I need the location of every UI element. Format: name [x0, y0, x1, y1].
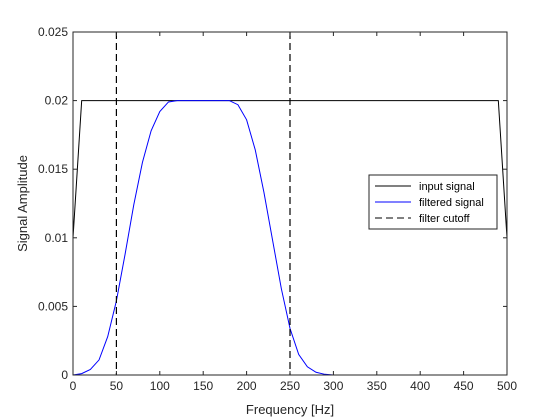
x-tick-label: 400 — [410, 379, 430, 393]
x-axis-label: Frequency [Hz] — [246, 402, 334, 417]
y-tick-label: 0 — [61, 368, 68, 382]
y-axis-ticks: 0 0.005 0.01 0.015 0.02 0.025 — [38, 25, 507, 382]
x-tick-label: 0 — [70, 379, 77, 393]
y-tick-label: 0.02 — [45, 94, 69, 108]
y-tick-label: 0.005 — [38, 299, 68, 313]
x-tick-label: 150 — [193, 379, 213, 393]
legend-label: filter cutoff — [419, 213, 470, 225]
x-tick-label: 450 — [454, 379, 474, 393]
x-axis-ticks: 0 50 100 150 200 250 300 350 400 450 500 — [70, 32, 517, 393]
legend-label: input signal — [419, 181, 475, 193]
y-tick-label: 0.025 — [38, 25, 68, 39]
x-tick-label: 500 — [497, 379, 517, 393]
x-tick-label: 50 — [110, 379, 124, 393]
y-axis-label: Signal Amplitude — [15, 155, 30, 252]
y-tick-label: 0.01 — [45, 231, 69, 245]
x-tick-label: 200 — [237, 379, 257, 393]
x-tick-label: 300 — [323, 379, 343, 393]
legend-label: filtered signal — [419, 197, 484, 209]
y-tick-label: 0.015 — [38, 162, 68, 176]
x-tick-label: 100 — [150, 379, 170, 393]
x-tick-label: 250 — [280, 379, 300, 393]
x-tick-label: 350 — [367, 379, 387, 393]
legend: input signal filtered signal filter cutoff — [368, 174, 498, 230]
